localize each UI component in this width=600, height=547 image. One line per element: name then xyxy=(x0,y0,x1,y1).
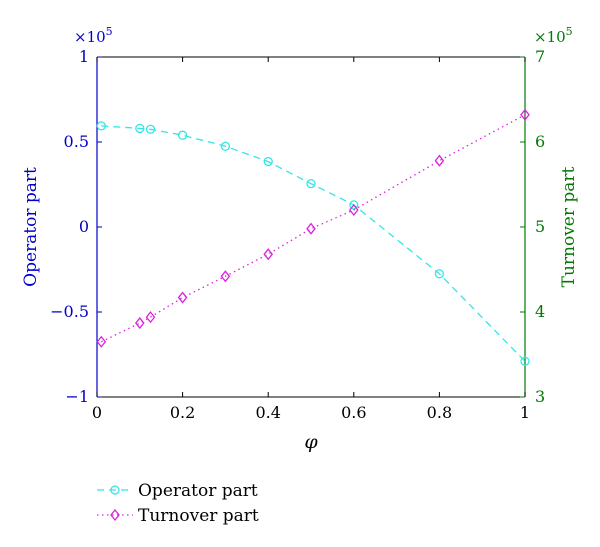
legend-marker-turnover xyxy=(110,508,120,522)
right-axis-ticks: 7 6 5 4 3 xyxy=(520,47,545,406)
legend-item-turnover: Turnover part xyxy=(97,506,259,526)
x-tick-label: 0.4 xyxy=(255,403,280,422)
series-line-turnover-part xyxy=(101,114,526,343)
legend: Operator part Turnover part xyxy=(97,481,259,526)
data-point-turnover-part xyxy=(134,317,145,330)
right-tick-label: 3 xyxy=(535,387,545,406)
left-tick-label: 0 xyxy=(79,217,89,236)
x-tick-label: 0.2 xyxy=(170,403,195,422)
x-tick-label: 0.6 xyxy=(341,403,366,422)
data-point-turnover-part xyxy=(520,108,530,121)
data-point-operator-part xyxy=(434,269,445,279)
right-axis-multiplier: ×105 xyxy=(534,25,573,46)
data-point-operator-part xyxy=(145,124,156,134)
data-point-operator-part xyxy=(520,356,530,366)
left-axis-multiplier: ×105 xyxy=(74,25,113,46)
data-point-turnover-part xyxy=(263,248,274,261)
left-axis-label: Operator part xyxy=(21,167,41,287)
series-layer xyxy=(96,108,530,366)
data-point-operator-part xyxy=(135,123,145,134)
data-point-operator-part xyxy=(177,130,188,140)
x-tick-label: 0 xyxy=(92,403,102,422)
legend-marker-operator xyxy=(110,485,120,495)
left-tick-label: 0.5 xyxy=(64,132,89,151)
x-axis-label: φ xyxy=(304,431,318,453)
left-axis-ticks: 1 0.5 0 −0.5 −1 xyxy=(50,47,102,406)
legend-label-turnover: Turnover part xyxy=(138,506,259,526)
right-tick-label: 6 xyxy=(535,132,545,151)
data-point-turnover-part xyxy=(306,222,316,235)
data-point-turnover-part xyxy=(96,335,107,348)
x-tick-label: 1 xyxy=(520,403,530,422)
legend-label-operator: Operator part xyxy=(138,481,258,501)
data-point-operator-part xyxy=(349,200,359,210)
data-point-operator-part xyxy=(220,141,231,151)
data-point-turnover-part xyxy=(434,154,445,167)
x-tick-label: 0.8 xyxy=(427,403,452,422)
right-tick-label: 4 xyxy=(535,302,545,321)
x-axis-ticks: 0 0.2 0.4 0.6 0.8 1 xyxy=(92,57,530,422)
data-point-turnover-part xyxy=(145,311,156,324)
legend-item-operator: Operator part xyxy=(97,481,258,501)
data-point-turnover-part xyxy=(177,291,188,304)
data-point-turnover-part xyxy=(348,203,359,217)
series-line-operator-part xyxy=(101,125,526,362)
left-tick-label: 1 xyxy=(79,47,89,66)
right-tick-label: 7 xyxy=(535,47,545,66)
data-point-operator-part xyxy=(96,121,106,131)
left-tick-label: −1 xyxy=(65,387,89,406)
right-axis-label: Turnover part xyxy=(559,166,579,287)
left-tick-label: −0.5 xyxy=(50,302,89,321)
data-point-operator-part xyxy=(263,156,273,167)
right-tick-label: 5 xyxy=(535,217,545,236)
data-point-operator-part xyxy=(306,178,316,189)
data-point-turnover-part xyxy=(220,270,231,283)
